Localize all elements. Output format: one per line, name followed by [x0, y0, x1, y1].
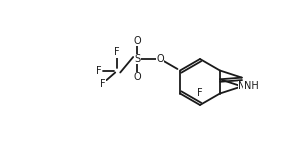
Text: O: O: [133, 36, 141, 46]
Text: N: N: [238, 81, 245, 91]
Text: H: H: [249, 82, 255, 91]
Text: S: S: [134, 54, 140, 64]
Text: O: O: [156, 54, 164, 64]
Text: F: F: [96, 66, 102, 76]
Text: O: O: [133, 72, 141, 82]
Text: F: F: [197, 88, 203, 98]
Text: F: F: [100, 79, 105, 89]
Text: NH: NH: [244, 81, 259, 91]
Text: F: F: [114, 47, 120, 57]
